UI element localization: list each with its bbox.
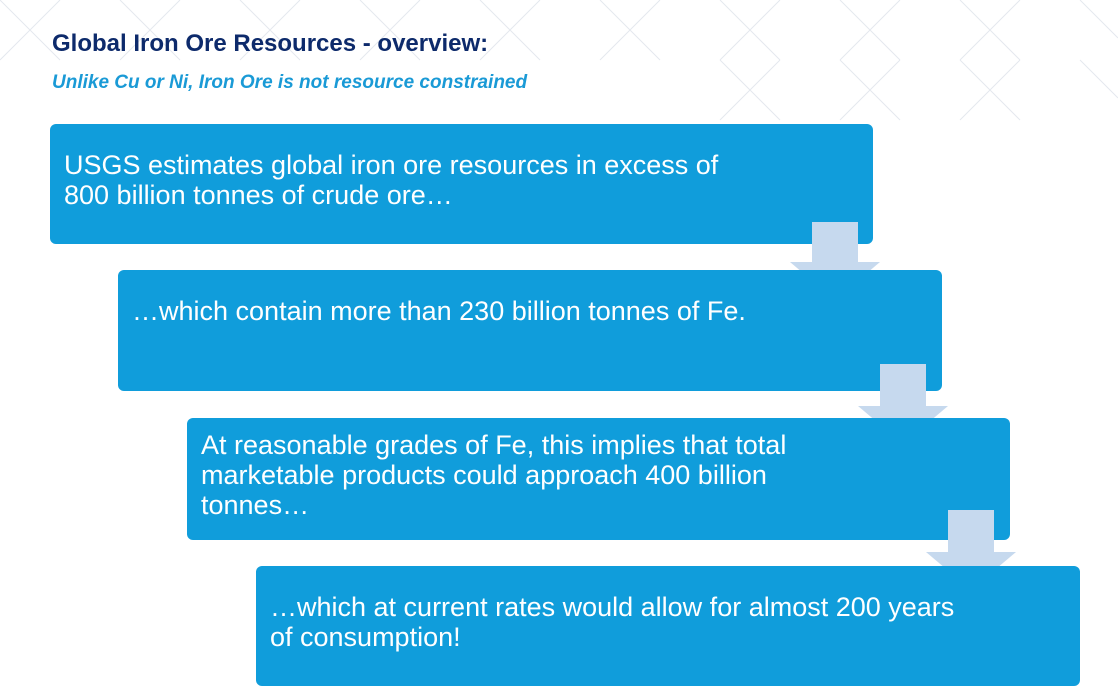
step-text: USGS estimates global iron ore resources… [64, 150, 719, 210]
step-box: USGS estimates global iron ore resources… [50, 124, 873, 244]
subtitle: Unlike Cu or Ni, Iron Ore is not resourc… [52, 72, 528, 93]
step-text: …which at current rates would allow for … [270, 592, 955, 652]
step-text: At reasonable grades of Fe, this implies… [201, 430, 787, 520]
step-box: …which contain more than 230 billion ton… [118, 270, 942, 391]
step-text: …which contain more than 230 billion ton… [132, 296, 746, 326]
step-box: …which at current rates would allow for … [256, 566, 1080, 686]
background-pattern [0, 0, 1118, 121]
title: Global Iron Ore Resources - overview: [52, 30, 489, 57]
step-box: At reasonable grades of Fe, this implies… [187, 418, 1010, 540]
